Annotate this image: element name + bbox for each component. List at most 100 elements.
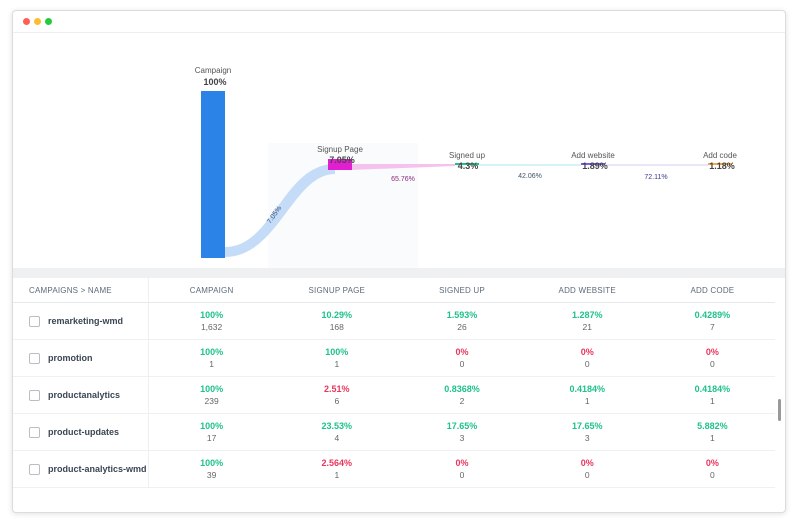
metric-cell: 1.593% 26 [399, 310, 524, 332]
metric-percent: 0.4184% [569, 384, 605, 394]
conversion-label: 65.76% [391, 176, 415, 183]
metric-percent: 17.65% [571, 421, 603, 431]
metric-cell: 23.53% 4 [274, 421, 399, 443]
metric-cell: 0% 0 [525, 458, 650, 480]
metric-percent: 100% [200, 347, 224, 357]
metric-cell: 10.29% 168 [274, 310, 399, 332]
metric-percent: 100% [200, 384, 224, 394]
step-label: Campaign [195, 66, 231, 75]
col-header-signed-up[interactable]: SIGNED UP [439, 285, 485, 295]
metric-count: 239 [204, 396, 219, 406]
flow-campaign-to-signup [225, 164, 335, 257]
row-checkbox[interactable] [29, 389, 40, 401]
metric-cell: 1.287% 21 [525, 310, 650, 332]
metric-count: 0 [710, 470, 715, 480]
table-row: promotion 100% 1 100% 1 0% 0 0% 0 0% 0 [13, 340, 775, 377]
funnel-bar-add-website[interactable] [581, 163, 605, 165]
metric-percent: 2.564% [321, 458, 353, 468]
step-value: 7.05% [329, 155, 355, 165]
funnel-bar-signed-up[interactable] [455, 163, 479, 165]
metric-count: 0 [584, 359, 590, 369]
scrollbar-thumb[interactable] [778, 399, 781, 421]
metric-percent: 0% [455, 458, 469, 468]
metric-percent: 0% [705, 458, 719, 468]
app-window: Campaign Signup Page Signed up Add websi… [12, 10, 786, 513]
metric-percent: 0.4289% [694, 310, 731, 320]
metric-cell: 2.51% 6 [274, 384, 399, 406]
metric-percent: 0% [580, 458, 594, 468]
col-header-campaign[interactable]: CAMPAIGN [189, 285, 234, 295]
metric-percent: 100% [200, 421, 224, 431]
step-label: Signed up [449, 151, 486, 160]
step-label: Add website [571, 151, 615, 160]
metric-count: 4 [334, 433, 340, 443]
metric-cell: 0% 0 [399, 458, 524, 480]
campaign-table: CAMPAIGNS > NAME CAMPAIGN SIGNUP PAGE SI… [13, 278, 775, 488]
row-checkbox[interactable] [29, 352, 40, 364]
row-checkbox[interactable] [29, 463, 40, 475]
col-header-add-code[interactable]: ADD CODE [690, 285, 735, 295]
close-window-button[interactable] [23, 18, 30, 25]
funnel-bar-add-code[interactable] [708, 163, 732, 165]
funnel-chart: Campaign Signup Page Signed up Add websi… [195, 66, 737, 269]
metric-percent: 1.593% [446, 310, 478, 320]
metric-cell: 100% 239 [149, 384, 274, 406]
metric-cell: 0% 0 [525, 347, 650, 369]
campaign-name: productanalytics [48, 390, 121, 400]
zoom-window-button[interactable] [45, 18, 52, 25]
metric-percent: 0% [580, 347, 594, 357]
metric-percent: 5.882% [697, 421, 728, 431]
metric-count: 3 [584, 433, 590, 443]
campaign-name: promotion [48, 353, 93, 363]
metric-cell: 5.882% 1 [650, 421, 775, 443]
flow-signup-to-signed-up [351, 164, 455, 170]
table-header: CAMPAIGNS > NAME CAMPAIGN SIGNUP PAGE SI… [13, 278, 775, 303]
row-checkbox[interactable] [29, 426, 40, 438]
metric-percent: 100% [325, 347, 349, 357]
metric-count: 7 [710, 322, 715, 332]
metric-percent: 0.8368% [444, 384, 480, 394]
table-row: productanalytics 100% 239 2.51% 6 0.8368% 2 0.4… [13, 377, 775, 414]
metric-cell: 17.65% 3 [525, 421, 650, 443]
row-checkbox[interactable] [29, 315, 40, 327]
metric-count: 0 [584, 470, 590, 480]
metric-count: 0 [459, 470, 465, 480]
metric-count: 1 [710, 396, 715, 406]
funnel-bar-signup-page[interactable] [328, 159, 352, 170]
metric-cell: 2.564% 1 [274, 458, 399, 480]
step-value: 1.89% [582, 161, 608, 171]
minimize-window-button[interactable] [34, 18, 41, 25]
conversion-label: 42.06% [518, 173, 542, 180]
title-bar [13, 11, 785, 33]
metric-cell: 100% 17 [149, 421, 274, 443]
metric-cell: 0.4289% 7 [650, 310, 775, 332]
metric-count: 26 [457, 322, 467, 332]
metric-cell: 0.4184% 1 [525, 384, 650, 406]
step-label: Add code [703, 151, 737, 160]
col-header-add-website[interactable]: ADD WEBSITE [558, 285, 616, 295]
metric-percent: 10.29% [321, 310, 353, 320]
flow-signed-up-to-website [479, 164, 581, 166]
step-value: 1.18% [709, 161, 735, 171]
metric-cell: 100% 1 [149, 347, 274, 369]
step-value: 100% [203, 77, 226, 87]
metric-percent: 23.53% [321, 421, 353, 431]
metric-cell: 0.8368% 2 [399, 384, 524, 406]
conversion-label: 72.11% [644, 174, 667, 181]
col-header-signup-page[interactable]: SIGNUP PAGE [308, 285, 366, 295]
step-label: Signup Page [317, 145, 363, 154]
table-row: product-updates 100% 17 23.53% 4 17.65% 3 17.65… [13, 414, 775, 451]
metric-percent: 0% [705, 347, 719, 357]
col-header-name[interactable]: CAMPAIGNS > NAME [13, 278, 149, 302]
metric-count: 1 [584, 396, 590, 406]
metric-cell: 0% 0 [650, 347, 775, 369]
campaign-name: product-updates [48, 427, 119, 437]
metric-count: 1,632 [200, 322, 223, 332]
divider [13, 268, 785, 278]
metric-count: 168 [329, 322, 344, 332]
metric-count: 1 [710, 433, 715, 443]
metric-count: 6 [334, 396, 340, 406]
table-row: product-analytics-wmd 100% 39 2.564% 1 0% 0 0% 0… [13, 451, 775, 488]
funnel-bar-campaign[interactable] [201, 91, 225, 258]
flow-website-to-code [604, 164, 708, 166]
